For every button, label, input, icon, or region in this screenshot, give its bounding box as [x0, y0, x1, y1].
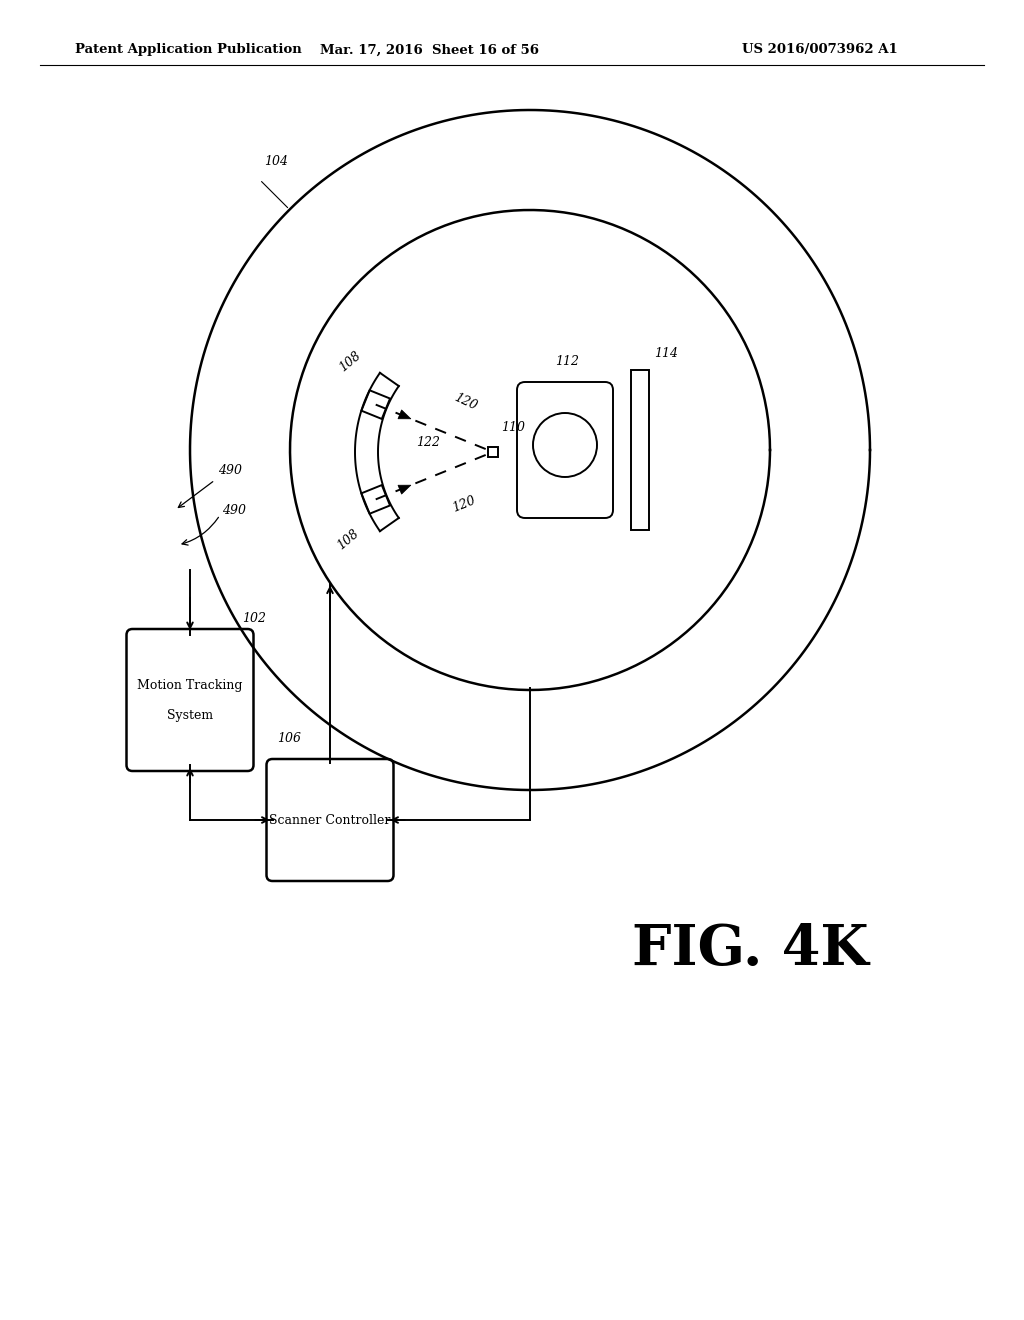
Text: Motion Tracking: Motion Tracking — [137, 678, 243, 692]
Polygon shape — [361, 391, 390, 418]
Text: System: System — [167, 709, 213, 722]
Text: 120: 120 — [451, 494, 477, 515]
Text: 108: 108 — [335, 528, 361, 553]
Text: 490: 490 — [222, 503, 246, 516]
Text: 102: 102 — [243, 612, 266, 624]
Text: 122: 122 — [416, 436, 439, 449]
Text: 106: 106 — [278, 733, 301, 744]
Text: Patent Application Publication: Patent Application Publication — [75, 44, 302, 57]
Text: 108: 108 — [337, 350, 364, 375]
Text: 114: 114 — [654, 347, 678, 360]
Text: Scanner Controller: Scanner Controller — [269, 813, 391, 826]
Text: Mar. 17, 2016  Sheet 16 of 56: Mar. 17, 2016 Sheet 16 of 56 — [321, 44, 540, 57]
Text: 104: 104 — [264, 154, 289, 168]
Text: US 2016/0073962 A1: US 2016/0073962 A1 — [742, 44, 898, 57]
Polygon shape — [398, 411, 411, 418]
Bar — [631, 370, 649, 531]
Text: 120: 120 — [453, 391, 479, 413]
Polygon shape — [361, 484, 390, 513]
Bar — [488, 447, 498, 457]
Text: FIG. 4K: FIG. 4K — [632, 923, 868, 978]
Polygon shape — [398, 486, 411, 494]
Text: 490: 490 — [218, 465, 242, 477]
Text: 110: 110 — [501, 421, 525, 434]
Text: 112: 112 — [555, 355, 579, 368]
